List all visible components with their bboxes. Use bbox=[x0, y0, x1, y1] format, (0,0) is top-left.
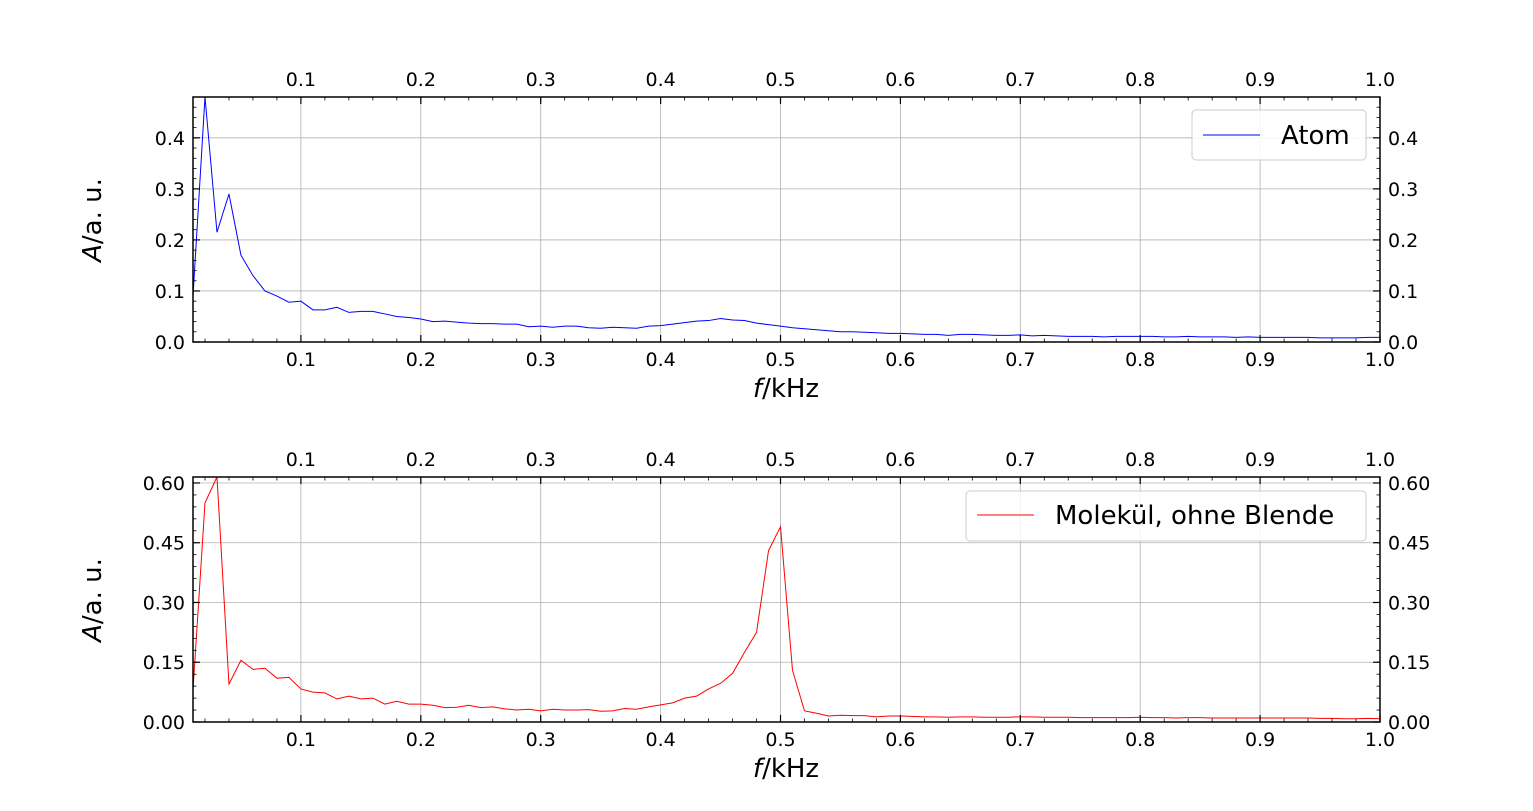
molecule-y-tick-label: 0.00 bbox=[143, 712, 185, 734]
molecule-ticks bbox=[193, 477, 1381, 723]
atom-y-tick-label-right: 0.3 bbox=[1388, 179, 1418, 201]
molecule-y-tick-label: 0.30 bbox=[143, 592, 185, 614]
atom-y-tick-label-right: 0.2 bbox=[1388, 230, 1418, 252]
molecule-x-tick-label-top: 0.9 bbox=[1245, 449, 1275, 471]
atom-y-axis-label: A/a. u. bbox=[78, 178, 108, 264]
atom-x-tick-label-top: 0.1 bbox=[286, 69, 316, 91]
molecule-axes-frame bbox=[192, 476, 1381, 723]
molecule-x-tick-label: 0.2 bbox=[406, 729, 436, 751]
molecule-y-tick-label-right: 0.00 bbox=[1388, 712, 1430, 734]
molecule-y-tick-label-right: 0.15 bbox=[1388, 652, 1430, 674]
molecule-legend-label: Molekül, ohne Blende bbox=[1055, 501, 1334, 531]
molecule-x-tick-label-top: 0.8 bbox=[1125, 449, 1155, 471]
atom-x-tick-label-top: 0.5 bbox=[765, 69, 795, 91]
atom-y-tick-label: 0.3 bbox=[155, 179, 185, 201]
atom-y-tick-label: 0.1 bbox=[155, 281, 185, 303]
atom-tick-labels: 0.1 0.1 0.2 0.2 0.3 0.3 0.4 0.4 0.5 0.5 0.6 0.6 0.7 0… bbox=[155, 69, 1418, 371]
atom-x-tick-label-top: 0.8 bbox=[1125, 69, 1155, 91]
molecule-x-tick-label-top: 0.6 bbox=[885, 449, 915, 471]
atom-x-tick-label-top: 0.9 bbox=[1245, 69, 1275, 91]
molecule-x-tick-label-top: 0.3 bbox=[526, 449, 556, 471]
atom-y-tick-label: 0.4 bbox=[155, 128, 185, 150]
atom-x-tick-label: 0.4 bbox=[645, 349, 675, 371]
atom-x-tick-label: 0.6 bbox=[885, 349, 915, 371]
atom-x-tick-label-top: 0.3 bbox=[526, 69, 556, 91]
molecule-x-tick-label: 0.1 bbox=[286, 729, 316, 751]
atom-x-tick-label: 0.2 bbox=[406, 349, 436, 371]
atom-y-tick-label-right: 0.0 bbox=[1388, 332, 1418, 354]
molecule-y-tick-label: 0.60 bbox=[143, 473, 185, 495]
atom-legend-label: Atom bbox=[1281, 121, 1350, 151]
atom-y-tick-label: 0.0 bbox=[155, 332, 185, 354]
atom-x-tick-label: 0.3 bbox=[526, 349, 556, 371]
molecule-y-tick-label: 0.15 bbox=[143, 652, 185, 674]
molecule-x-tick-label: 0.3 bbox=[526, 729, 556, 751]
molecule-x-tick-label: 0.5 bbox=[765, 729, 795, 751]
molecule-y-tick-label-right: 0.60 bbox=[1388, 473, 1430, 495]
molecule-x-tick-label: 0.6 bbox=[885, 729, 915, 751]
molecule-x-tick-label-top: 1.0 bbox=[1365, 449, 1395, 471]
molecule-x-tick-label: 1.0 bbox=[1365, 729, 1395, 751]
atom-x-tick-label-top: 0.2 bbox=[406, 69, 436, 91]
molecule-x-tick-label-top: 0.4 bbox=[645, 449, 675, 471]
atom-x-tick-label-top: 0.6 bbox=[885, 69, 915, 91]
subplot-molecule: 0.1 0.1 0.2 0.2 0.3 0.3 0.4 0.4 0.5 0.5 0.6 0.6 0.7 0… bbox=[78, 449, 1430, 784]
atom-x-tick-label: 0.9 bbox=[1245, 349, 1275, 371]
atom-x-tick-label-top: 0.7 bbox=[1005, 69, 1035, 91]
atom-legend-box bbox=[1191, 109, 1367, 161]
molecule-legend-box bbox=[965, 490, 1367, 542]
atom-x-tick-label: 0.8 bbox=[1125, 349, 1155, 371]
atom-x-axis-label: f/kHz bbox=[753, 374, 819, 404]
molecule-x-tick-label-top: 0.7 bbox=[1005, 449, 1035, 471]
atom-ticks bbox=[193, 96, 1381, 343]
molecule-x-tick-label-top: 0.5 bbox=[765, 449, 795, 471]
atom-x-tick-label: 0.5 bbox=[765, 349, 795, 371]
atom-x-tick-label: 0.7 bbox=[1005, 349, 1035, 371]
molecule-series-line bbox=[192, 476, 1381, 720]
subplot-atom: 0.1 0.1 0.2 0.2 0.3 0.3 0.4 0.4 0.5 0.5 0.6 0.6 0.7 0… bbox=[78, 69, 1418, 404]
molecule-y-tick-label-right: 0.30 bbox=[1388, 592, 1430, 614]
atom-y-tick-label: 0.2 bbox=[155, 230, 185, 252]
molecule-x-tick-label-top: 0.2 bbox=[406, 449, 436, 471]
atom-series-line bbox=[192, 96, 1380, 339]
molecule-x-tick-label: 0.7 bbox=[1005, 729, 1035, 751]
molecule-x-tick-label-top: 0.1 bbox=[286, 449, 316, 471]
atom-legend: Atom bbox=[1191, 109, 1367, 161]
molecule-x-tick-label: 0.9 bbox=[1245, 729, 1275, 751]
molecule-x-tick-label: 0.4 bbox=[645, 729, 675, 751]
atom-y-tick-label-right: 0.1 bbox=[1388, 281, 1418, 303]
atom-y-tick-label-right: 0.4 bbox=[1388, 128, 1418, 150]
molecule-x-tick-label: 0.8 bbox=[1125, 729, 1155, 751]
molecule-y-axis-label: A/a. u. bbox=[78, 558, 108, 644]
atom-x-tick-label: 0.1 bbox=[286, 349, 316, 371]
molecule-legend: Molekül, ohne Blende bbox=[965, 490, 1367, 542]
molecule-x-axis-label: f/kHz bbox=[753, 754, 819, 784]
atom-x-tick-label: 1.0 bbox=[1365, 349, 1395, 371]
molecule-y-tick-label: 0.45 bbox=[143, 533, 185, 555]
atom-x-tick-label-top: 1.0 bbox=[1365, 69, 1395, 91]
molecule-y-tick-label-right: 0.45 bbox=[1388, 533, 1430, 555]
molecule-tick-labels: 0.1 0.1 0.2 0.2 0.3 0.3 0.4 0.4 0.5 0.5 0.6 0.6 0.7 0… bbox=[143, 449, 1431, 751]
atom-x-tick-label-top: 0.4 bbox=[645, 69, 675, 91]
